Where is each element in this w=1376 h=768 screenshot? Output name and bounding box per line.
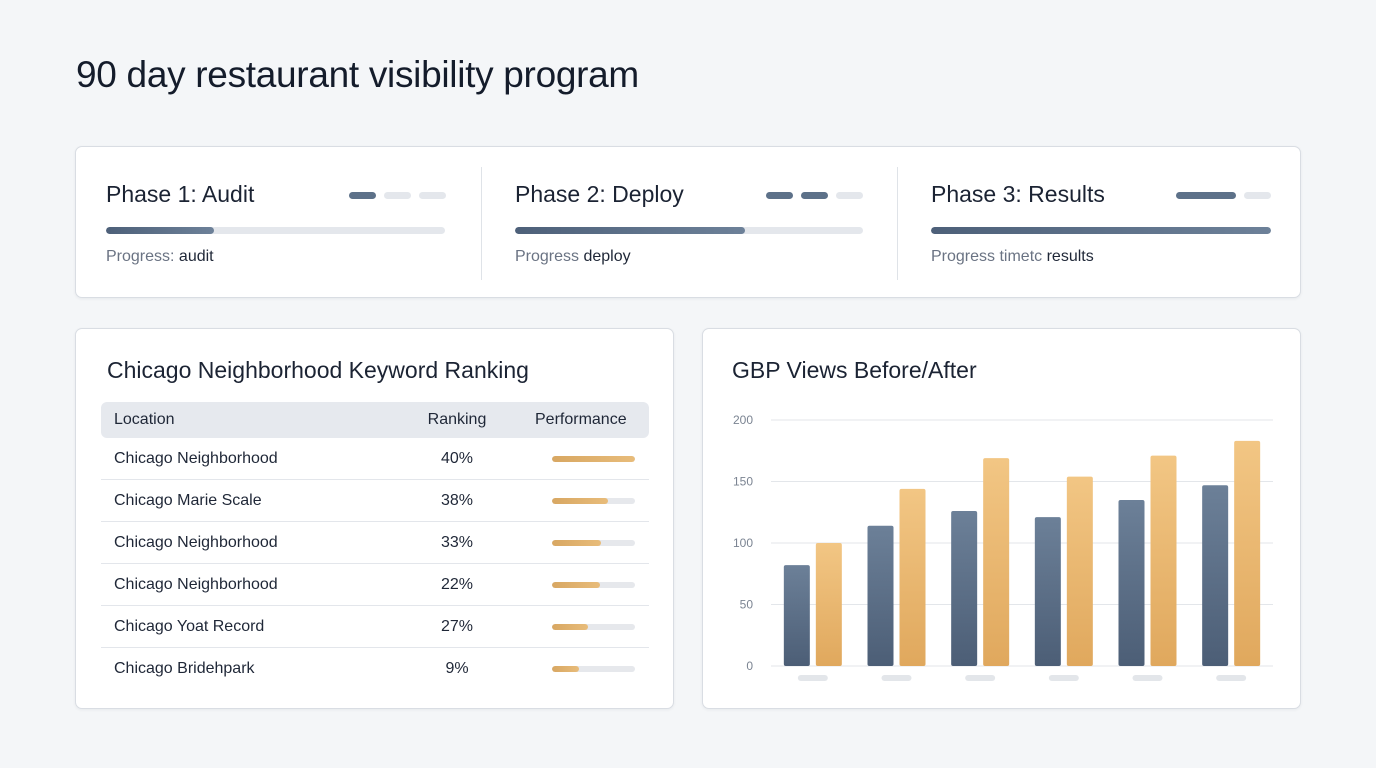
keyword-ranking-title: Chicago Neighborhood Keyword Ranking bbox=[107, 357, 529, 383]
performance-bar-fill bbox=[552, 456, 635, 462]
performance-bar bbox=[552, 540, 635, 546]
bar-series-2 bbox=[899, 488, 926, 666]
table-header: Location Ranking Performance bbox=[101, 402, 649, 438]
table-row: Chicago Neighborhood 22% bbox=[101, 564, 649, 606]
performance-bar bbox=[552, 666, 635, 672]
location-cell: Chicago Neighborhood bbox=[114, 534, 278, 551]
phase-2-step-indicator bbox=[766, 192, 863, 199]
y-tick-label: 100 bbox=[733, 536, 753, 550]
bar-series-1 bbox=[867, 525, 894, 666]
bar-series-1 bbox=[783, 565, 810, 666]
ranking-cell: 27% bbox=[440, 618, 474, 635]
y-tick-label: 200 bbox=[733, 413, 753, 427]
gbp-views-card: GBP Views Before/After 0 50 100 150 200 bbox=[702, 328, 1301, 709]
y-tick-label: 0 bbox=[746, 659, 753, 673]
table-row: Chicago Marie Scale 38% bbox=[101, 480, 649, 522]
phase-2-progress-bar bbox=[515, 227, 863, 234]
column-header-ranking: Ranking bbox=[427, 411, 487, 428]
step-dot bbox=[801, 192, 828, 199]
ranking-cell: 33% bbox=[440, 534, 474, 551]
performance-bar-fill bbox=[552, 666, 579, 672]
phase-3-title: Phase 3: Results bbox=[931, 181, 1105, 207]
performance-bar bbox=[552, 624, 635, 630]
bar-series-2 bbox=[815, 543, 842, 666]
table-row: Chicago Neighborhood 40% bbox=[101, 438, 649, 480]
performance-bar bbox=[552, 456, 635, 462]
location-cell: Chicago Marie Scale bbox=[114, 492, 262, 509]
performance-bar-fill bbox=[552, 624, 588, 630]
ranking-cell: 40% bbox=[440, 450, 474, 467]
bar-series-2 bbox=[1066, 476, 1093, 666]
x-tick-placeholder bbox=[1132, 675, 1163, 681]
phase-1-status: Progress: audit bbox=[106, 248, 214, 266]
location-cell: Chicago Yoat Record bbox=[114, 618, 265, 635]
phase-1-status-value: audit bbox=[178, 248, 214, 265]
step-dot bbox=[766, 192, 793, 199]
step-dot bbox=[349, 192, 376, 199]
step-dot bbox=[1176, 192, 1236, 199]
phase-3-progress-fill bbox=[931, 227, 1271, 234]
x-tick-placeholder bbox=[881, 675, 912, 681]
ranking-cell: 9% bbox=[445, 660, 469, 677]
bar-series-1 bbox=[1118, 499, 1145, 666]
table-row: Chicago Bridehpark 9% bbox=[101, 648, 649, 690]
divider bbox=[897, 167, 898, 280]
phase-2-status: Progress deploy bbox=[515, 248, 631, 266]
phase-card: Phase 1: Audit Progress: audit Phase 2: … bbox=[75, 146, 1301, 298]
ranking-cell: 38% bbox=[440, 492, 474, 509]
phase-1-progress-bar bbox=[106, 227, 445, 234]
performance-bar-fill bbox=[552, 582, 601, 588]
keyword-ranking-card: Chicago Neighborhood Keyword Ranking Loc… bbox=[75, 328, 674, 709]
page-title: 90 day restaurant visibility program bbox=[76, 54, 639, 95]
table-row: Chicago Yoat Record 27% bbox=[101, 606, 649, 648]
column-header-location: Location bbox=[114, 411, 175, 428]
phase-3-progress-bar bbox=[931, 227, 1271, 234]
x-tick-placeholder bbox=[797, 675, 828, 681]
phase-3-status: Progress timetc results bbox=[931, 248, 1094, 266]
y-tick-label: 50 bbox=[740, 598, 754, 612]
phase-1-title: Phase 1: Audit bbox=[106, 181, 255, 207]
phase-3: Phase 3: Results Progress timetc results bbox=[931, 147, 1273, 297]
performance-bar bbox=[552, 582, 635, 588]
phase-1-status-label: Progress: bbox=[106, 248, 179, 265]
bar-series-1 bbox=[1202, 485, 1229, 666]
step-dot bbox=[419, 192, 446, 199]
performance-bar-fill bbox=[552, 498, 609, 504]
table-row: Chicago Neighborhood 33% bbox=[101, 522, 649, 564]
phase-3-step-indicator bbox=[1176, 192, 1271, 199]
x-tick-placeholder bbox=[1048, 675, 1079, 681]
phase-1-step-indicator bbox=[349, 192, 446, 199]
column-header-performance: Performance bbox=[535, 411, 627, 428]
phase-2-status-label: Progress bbox=[515, 248, 584, 265]
gbp-views-chart: 0 50 100 150 200 bbox=[733, 413, 1273, 681]
phase-1-progress-fill bbox=[106, 227, 215, 234]
x-tick-placeholder bbox=[1216, 675, 1247, 681]
location-cell: Chicago Neighborhood bbox=[114, 450, 278, 467]
performance-bar-fill bbox=[552, 540, 601, 546]
phase-2-title: Phase 2: Deploy bbox=[515, 181, 684, 207]
phase-2-status-value: deploy bbox=[583, 248, 631, 265]
location-cell: Chicago Bridehpark bbox=[114, 660, 255, 677]
bar-series-2 bbox=[983, 458, 1010, 666]
divider bbox=[481, 167, 482, 280]
bar-series-1 bbox=[1034, 517, 1061, 666]
y-tick-label: 150 bbox=[733, 475, 753, 489]
location-cell: Chicago Neighborhood bbox=[114, 576, 278, 593]
phase-3-status-value: results bbox=[1046, 248, 1094, 265]
ranking-table-body: Chicago Neighborhood 40% Chicago Marie S… bbox=[101, 438, 649, 690]
performance-bar bbox=[552, 498, 635, 504]
bar-series-2 bbox=[1234, 440, 1261, 666]
bar-series-2 bbox=[1150, 455, 1177, 666]
phase-2-progress-fill bbox=[515, 227, 745, 234]
bar-series-1 bbox=[951, 511, 978, 666]
phase-2: Phase 2: Deploy Progress deploy bbox=[515, 147, 865, 297]
step-dot bbox=[836, 192, 863, 199]
phase-1: Phase 1: Audit Progress: audit bbox=[106, 147, 446, 297]
step-dot bbox=[384, 192, 411, 199]
gbp-views-title: GBP Views Before/After bbox=[732, 357, 977, 383]
x-tick-placeholder bbox=[965, 675, 996, 681]
ranking-cell: 22% bbox=[440, 576, 474, 593]
step-dot bbox=[1244, 192, 1271, 199]
phase-3-status-label: Progress timetc bbox=[931, 248, 1047, 265]
